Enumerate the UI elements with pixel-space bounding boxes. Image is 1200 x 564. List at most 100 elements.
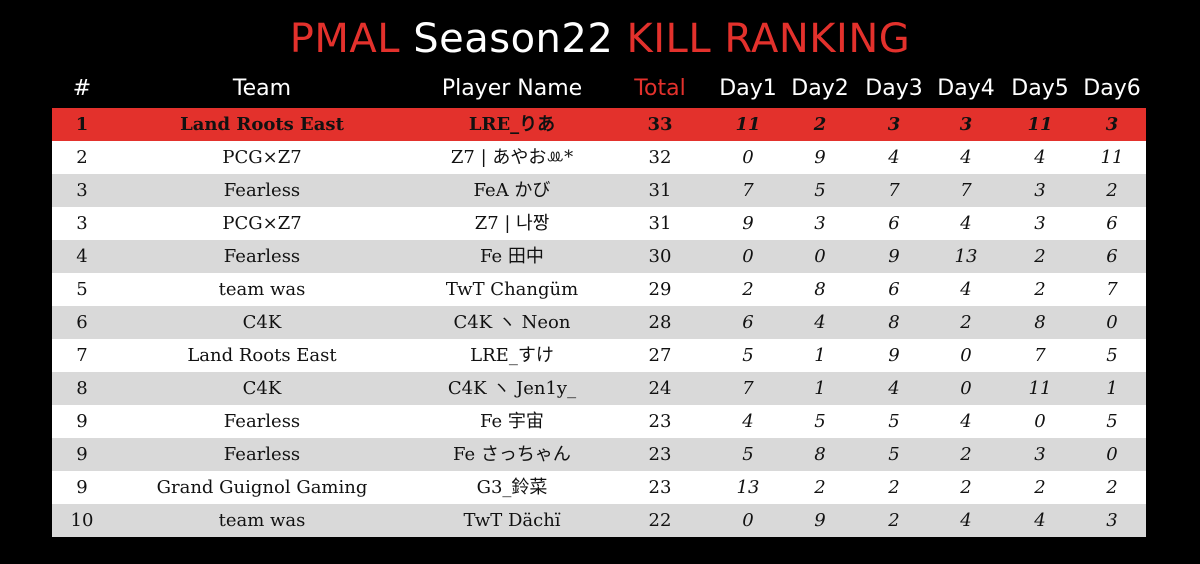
day5-cell: 4 [1034, 510, 1046, 531]
day5-cell: 7 [1034, 345, 1046, 366]
day2-cell: 5 [814, 180, 826, 201]
team-cell: team was [218, 510, 306, 531]
header-player: Player Name [441, 76, 583, 101]
table-row: 3 PCG×Z7 Z7 | 나짱 31 9 3 6 4 3 6 [52, 207, 1146, 240]
total-cell: 31 [648, 213, 672, 234]
header-rank: # [72, 76, 92, 101]
total-cell: 31 [648, 180, 672, 201]
team-cell: Fearless [223, 246, 301, 267]
player-name-cell: FeA かび [473, 180, 551, 201]
day2-cell: 1 [814, 345, 826, 366]
rank-cell: 5 [76, 279, 88, 300]
day2-cell: 2 [814, 477, 826, 498]
rank-cell: 1 [75, 114, 89, 135]
table-row: 10 team was TwT Dächï 22 0 9 2 4 4 3 [52, 504, 1146, 537]
day3-cell: 6 [888, 279, 900, 300]
day1-cell: 0 [742, 246, 754, 267]
day6-cell: 11 [1100, 147, 1124, 168]
team-cell: PCG×Z7 [222, 213, 302, 234]
team-cell: Land Roots East [187, 345, 337, 366]
team-cell: C4K [242, 312, 282, 333]
table-row: 4 Fearless Fe 田中 30 0 0 9 13 2 6 [52, 240, 1146, 273]
total-cell: 27 [648, 345, 672, 366]
team-cell: Fearless [223, 180, 301, 201]
table-row: 9 Fearless Fe さっちゃん 23 5 8 5 2 3 0 [52, 438, 1146, 471]
day5-cell: 3 [1034, 180, 1046, 201]
day4-cell: 2 [960, 312, 972, 333]
rank-cell: 3 [76, 180, 88, 201]
title-league: PMAL [289, 16, 401, 62]
day2-cell: 0 [814, 246, 826, 267]
day4-cell: 4 [960, 510, 972, 531]
day3-cell: 9 [888, 345, 900, 366]
header-day6: Day6 [1083, 76, 1141, 101]
total-cell: 24 [648, 378, 672, 399]
day3-cell: 4 [888, 147, 900, 168]
title-ranking: KILL RANKING [626, 16, 911, 62]
day2-cell: 8 [814, 444, 826, 465]
team-cell: Fearless [223, 411, 301, 432]
day6-cell: 7 [1106, 279, 1118, 300]
day3-cell: 3 [887, 114, 901, 135]
rank-cell: 2 [76, 147, 88, 168]
rank-cell: 9 [76, 477, 88, 498]
total-cell: 32 [648, 147, 672, 168]
day1-cell: 0 [742, 510, 754, 531]
table-row: 8 C4K C4K ヽ Jen1y_ 24 7 1 4 0 11 1 [52, 372, 1146, 405]
day5-cell: 2 [1034, 279, 1046, 300]
table-header: # Team Player Name Total Day1 Day2 Day3 … [52, 72, 1146, 106]
day2-cell: 3 [814, 213, 826, 234]
day6-cell: 6 [1106, 246, 1118, 267]
rank-cell: 9 [76, 444, 88, 465]
total-cell: 33 [647, 114, 673, 135]
player-name-cell: TwT Dächï [463, 510, 561, 531]
day5-cell: 3 [1034, 444, 1046, 465]
day1-cell: 4 [742, 411, 754, 432]
team-cell: PCG×Z7 [222, 147, 302, 168]
rank-cell: 10 [70, 510, 94, 531]
day4-cell: 2 [960, 477, 972, 498]
day2-cell: 1 [814, 378, 826, 399]
page-title: PMAL Season22 KILL RANKING [0, 12, 1200, 66]
day5-cell: 8 [1034, 312, 1046, 333]
day5-cell: 2 [1034, 477, 1046, 498]
day4-cell: 4 [960, 411, 972, 432]
day4-cell: 13 [954, 246, 978, 267]
total-cell: 28 [648, 312, 672, 333]
team-cell: C4K [242, 378, 282, 399]
day1-cell: 7 [742, 378, 754, 399]
day1-cell: 0 [742, 147, 754, 168]
player-name-cell: Fe 田中 [480, 246, 544, 267]
table-row: 1 Land Roots East LRE_りあ 33 11 2 3 3 11 3 [52, 108, 1146, 141]
day4-cell: 4 [960, 213, 972, 234]
header-team: Team [232, 76, 292, 101]
player-name-cell: TwT Changüm [445, 279, 579, 300]
header-total: Total [634, 76, 686, 101]
day6-cell: 0 [1106, 444, 1118, 465]
total-cell: 29 [648, 279, 672, 300]
day1-cell: 11 [735, 114, 761, 135]
player-name-cell: LRE_りあ [468, 114, 556, 135]
header-day3: Day3 [865, 76, 923, 101]
player-name-cell: Z7 | あやおꔛ* [450, 147, 574, 168]
total-cell: 30 [648, 246, 672, 267]
player-name-cell: G3_鈴菜 [476, 477, 548, 498]
table-row: 3 Fearless FeA かび 31 7 5 7 7 3 2 [52, 174, 1146, 207]
total-cell: 23 [648, 411, 672, 432]
table-row: 2 PCG×Z7 Z7 | あやおꔛ* 32 0 9 4 4 4 11 [52, 141, 1146, 174]
total-cell: 23 [648, 444, 672, 465]
day6-cell: 5 [1106, 411, 1118, 432]
header-day5: Day5 [1011, 76, 1069, 101]
table-row: 5 team was TwT Changüm 29 2 8 6 4 2 7 [52, 273, 1146, 306]
day2-cell: 9 [814, 147, 826, 168]
day6-cell: 3 [1105, 114, 1119, 135]
table-row: 9 Fearless Fe 宇宙 23 4 5 5 4 0 5 [52, 405, 1146, 438]
day1-cell: 9 [742, 213, 754, 234]
total-cell: 22 [648, 510, 672, 531]
day3-cell: 7 [888, 180, 900, 201]
day3-cell: 8 [888, 312, 900, 333]
header-day4: Day4 [937, 76, 995, 101]
day5-cell: 4 [1034, 147, 1046, 168]
day6-cell: 6 [1106, 213, 1118, 234]
day1-cell: 6 [742, 312, 754, 333]
